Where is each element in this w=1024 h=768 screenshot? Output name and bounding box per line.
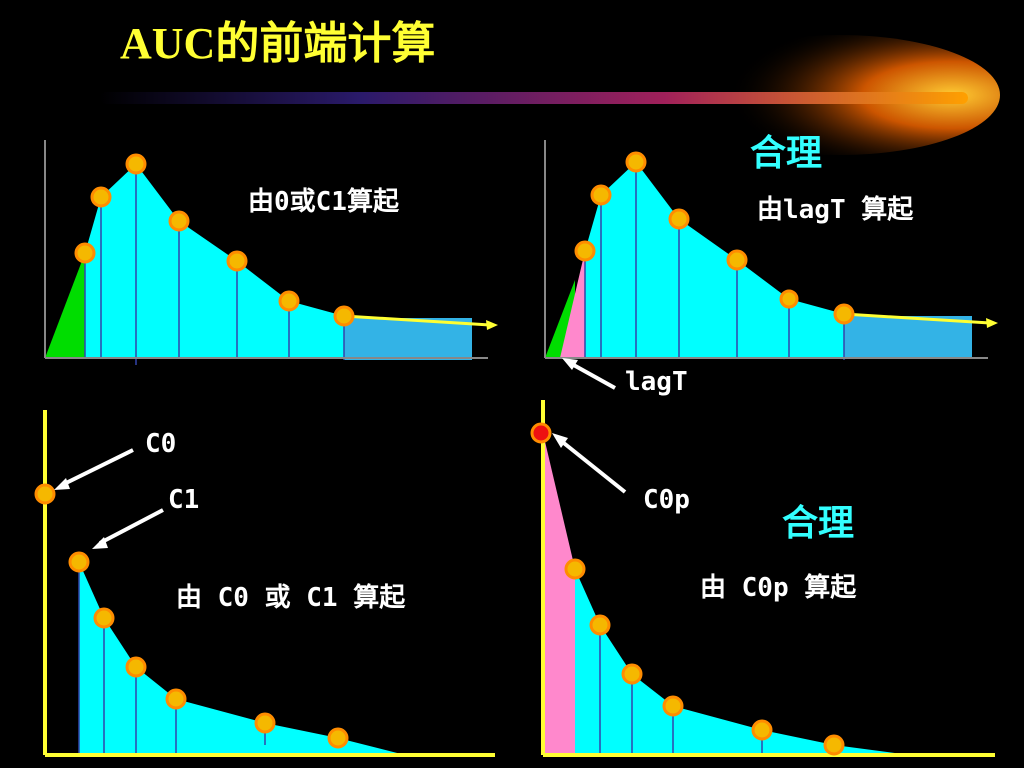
note: 合理	[750, 133, 822, 174]
point	[751, 719, 773, 741]
points	[574, 151, 855, 325]
pointer	[61, 448, 134, 487]
point	[68, 551, 90, 573]
panel-label: 由 C0 或 C1 算起	[176, 582, 406, 613]
area	[575, 569, 910, 755]
point	[564, 558, 586, 580]
panel-1: 由0或C1算起	[44, 140, 498, 365]
point	[668, 208, 690, 230]
point	[590, 184, 612, 206]
point	[165, 688, 187, 710]
panel-3: C0 C1 由 C0 或 C1 算起	[34, 410, 495, 757]
panel-label: 由lagT 算起	[757, 194, 914, 225]
arrowhead	[986, 318, 998, 328]
point	[333, 305, 355, 327]
pointer	[558, 438, 627, 494]
pointer-head	[562, 358, 578, 370]
note: 合理	[782, 503, 854, 544]
area	[585, 162, 972, 358]
front-area	[45, 253, 85, 358]
verticals	[84, 164, 345, 365]
pointer-head	[54, 478, 70, 490]
arrow-label: C1	[168, 485, 199, 515]
point	[226, 250, 248, 272]
verticals	[78, 562, 266, 755]
point	[662, 695, 684, 717]
point	[74, 242, 96, 264]
panel-label: 由0或C1算起	[248, 186, 400, 217]
point	[621, 663, 643, 685]
points	[74, 153, 355, 327]
point	[823, 734, 845, 756]
verticals	[584, 162, 845, 360]
panel-label: 由 C0p 算起	[700, 572, 857, 603]
tail-area	[344, 318, 472, 360]
tail-area	[844, 316, 972, 358]
arrow-label: C0	[145, 429, 176, 459]
points	[530, 422, 845, 756]
point	[254, 712, 276, 734]
point	[90, 186, 112, 208]
point	[625, 151, 647, 173]
points	[34, 483, 349, 749]
point	[779, 289, 799, 309]
title-bar	[100, 92, 968, 104]
lag-area	[560, 251, 585, 358]
arrow-label: lagT	[625, 367, 688, 397]
tail-line	[343, 314, 491, 327]
pointer	[99, 508, 164, 545]
point	[574, 240, 596, 262]
arrowhead	[486, 320, 498, 330]
point	[93, 607, 115, 629]
area	[79, 562, 405, 755]
point	[168, 210, 190, 232]
arrow-label: C0p	[643, 485, 690, 515]
point	[34, 483, 56, 505]
panel-4: C0p 合理 由 C0p 算起	[530, 400, 995, 757]
title: AUC的前端计算	[120, 19, 435, 68]
point	[833, 303, 855, 325]
pointer-head	[92, 537, 108, 549]
point	[125, 153, 147, 175]
point	[589, 614, 611, 636]
pointer-head	[552, 433, 568, 448]
panel-2: 合理 由lagT 算起 lagT	[544, 133, 998, 397]
front-area	[543, 433, 575, 755]
pointer	[569, 361, 616, 390]
point	[125, 656, 147, 678]
point	[278, 290, 300, 312]
area	[85, 164, 472, 358]
point	[726, 249, 748, 271]
point	[327, 727, 349, 749]
point	[530, 422, 552, 444]
tail-line	[843, 312, 991, 325]
